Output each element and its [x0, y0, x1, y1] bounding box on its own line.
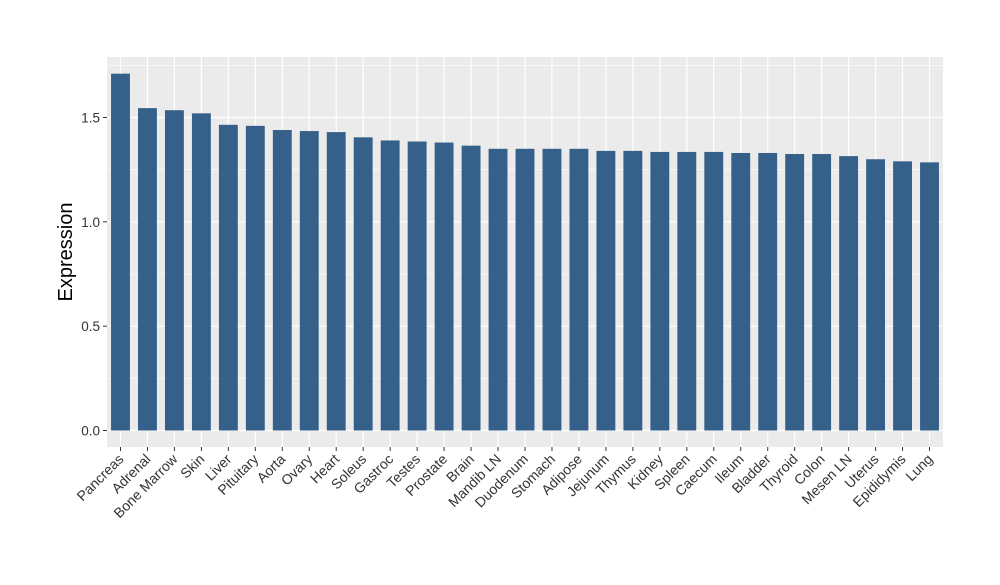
bar	[893, 161, 912, 431]
bar	[839, 156, 859, 431]
bar	[138, 108, 157, 431]
bar	[353, 137, 373, 431]
bar	[488, 148, 508, 431]
bar	[111, 73, 130, 431]
bar	[704, 151, 724, 431]
bar	[596, 150, 616, 431]
bar	[515, 148, 535, 431]
bar	[812, 154, 832, 431]
y-axis: 0.0 0.5 1.0 1.5	[81, 111, 107, 439]
bar	[461, 145, 481, 431]
y-tick-label: 0.5	[81, 319, 100, 334]
bar	[866, 159, 886, 431]
bar	[434, 142, 454, 431]
y-tick-label: 1.5	[81, 111, 100, 126]
bar	[785, 154, 805, 431]
bars	[111, 73, 939, 431]
x-tick-label: Skin	[177, 451, 208, 482]
bar	[731, 152, 751, 431]
y-tick-label: 0.0	[81, 424, 100, 439]
bar	[218, 124, 238, 431]
bar	[758, 152, 778, 431]
x-tick-label: Lung	[902, 451, 935, 484]
y-tick-label: 1.0	[81, 215, 100, 230]
bar	[650, 151, 670, 431]
bar	[245, 125, 265, 431]
bar	[542, 148, 562, 431]
bar	[920, 162, 939, 431]
bar	[380, 140, 400, 431]
bar	[272, 130, 292, 431]
bar	[407, 141, 427, 431]
y-axis-label: Expression	[55, 203, 77, 302]
x-tick-label: Ovary	[278, 451, 316, 489]
bar	[164, 110, 184, 431]
bar	[569, 148, 589, 431]
bar	[191, 113, 211, 431]
bar	[326, 132, 346, 431]
bar	[677, 151, 697, 431]
bar	[299, 131, 319, 431]
bar	[623, 150, 643, 431]
